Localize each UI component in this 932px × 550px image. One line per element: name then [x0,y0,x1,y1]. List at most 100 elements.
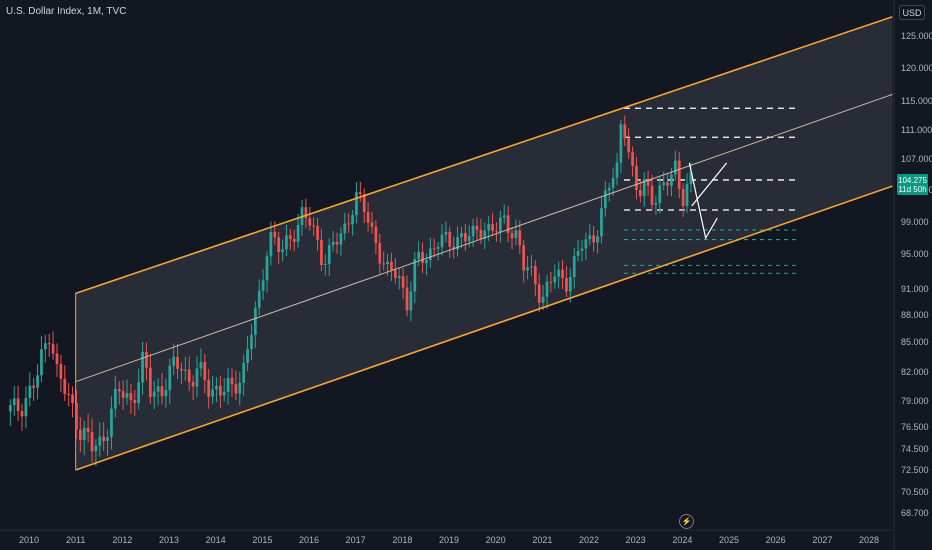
candle-body [502,215,506,218]
candle-body [436,247,440,249]
candle-body [110,408,113,438]
candle-body [386,261,389,264]
candle-body [390,261,393,271]
candle-body [113,388,117,409]
candle-body [456,237,459,250]
candle-body [265,256,269,281]
candle-body [55,353,59,365]
candle-body [218,385,222,396]
candle-body [444,231,448,235]
currency-button[interactable]: USD [899,5,925,20]
channel-upper-line [75,16,893,295]
candle-body [269,231,273,257]
projection-down-path [688,162,718,240]
bar-countdown: 11d 50h [898,185,927,194]
channel-area [75,16,893,471]
candle-body [425,260,428,264]
candle-body [471,225,475,237]
candle-body [498,217,502,232]
candle-body [530,266,533,268]
y-tick-label: 79.000 [901,396,929,406]
lightning-icon[interactable]: ⚡ [679,514,694,529]
candle-body [145,352,148,368]
candle-body [327,245,331,264]
x-tick-label: 2028 [859,535,879,545]
candle-body [460,233,463,238]
candle-body [374,226,378,244]
candle-body [417,251,421,260]
candle-body [24,398,28,417]
candle-body [335,241,339,245]
candle-body [98,436,102,446]
candle-body [59,364,63,379]
y-tick-label: 70.500 [901,487,929,497]
y-tick-label: 85.000 [901,337,929,347]
candle-body [495,230,498,232]
candle-body [463,233,467,242]
candle-body [106,437,109,441]
candle-body [323,263,327,266]
candle-body [619,124,623,163]
candle-body [537,284,541,303]
candle-body [514,230,518,239]
chart-title: U.S. Dollar Index, 1M, TVC [6,6,127,17]
price-axis[interactable]: 125.000120.000115.000111.000107.000103.0… [893,0,932,550]
y-tick-label: 107.000 [901,154,932,164]
x-tick-label: 2014 [206,535,226,545]
channel-fill [75,16,893,471]
candle-body [393,270,397,279]
time-axis[interactable]: 2010 2011 2012 2013 2014 2015 2016 2017 2018 2019… [0,529,894,545]
candle-body [215,385,218,390]
candle-body [226,377,230,392]
candle-body [366,211,370,223]
candle-body [592,235,596,243]
candle-body [487,224,491,231]
candle-body [355,192,358,216]
candle-body [681,189,685,207]
candle-body [148,367,152,397]
candle-body [125,392,129,398]
x-tick-label: 2025 [719,535,739,545]
candle-body [133,400,137,404]
candle-body [63,378,67,394]
x-tick-label: 2026 [766,535,786,545]
candle-body [156,386,160,392]
candle-body [94,445,98,452]
candle-body [483,230,487,239]
candle-body [285,235,288,250]
candle-body [180,368,183,371]
candle-body [253,307,257,335]
candle-body [467,236,471,242]
candle-body [432,248,436,250]
candle-body [238,382,242,394]
candle-body [12,398,16,406]
x-tick-label: 2019 [439,535,459,545]
candle-body [250,334,253,349]
candle-body [662,182,666,186]
x-tick-label: 2012 [112,535,132,545]
candle-body [32,385,36,388]
candle-body [67,393,71,395]
candle-body [211,389,214,397]
candle-body [164,390,168,397]
candle-body [40,349,43,376]
candle-body [183,369,187,371]
y-tick-label: 115.000 [901,96,932,106]
candle-body [277,237,281,252]
candle-body [576,250,580,256]
candle-body [565,278,568,292]
candle-body [117,388,121,392]
candle-body [518,230,522,246]
x-tick-label: 2017 [346,535,366,545]
candle-body [90,432,94,452]
projection-up-path [691,162,728,207]
candle-body [568,277,572,292]
candle-body [51,344,55,354]
y-tick-label: 125.000 [901,31,932,41]
candle-body [160,386,164,397]
candle-body [666,182,669,186]
candle-body [36,375,39,388]
y-tick-label: 72.500 [901,465,929,475]
candle-body [627,138,631,153]
